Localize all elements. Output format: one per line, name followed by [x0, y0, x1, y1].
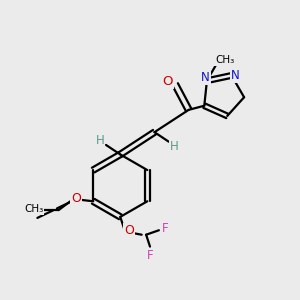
Text: N: N [231, 69, 239, 82]
Text: F: F [147, 249, 154, 262]
Text: O: O [71, 192, 81, 205]
Text: CH₃: CH₃ [24, 204, 44, 214]
Text: O: O [163, 75, 173, 88]
Text: H: H [170, 140, 179, 153]
Text: CH₃: CH₃ [215, 55, 234, 65]
Text: F: F [162, 222, 169, 235]
Text: H: H [96, 134, 104, 147]
Text: O: O [124, 224, 134, 237]
Text: N: N [201, 71, 210, 84]
